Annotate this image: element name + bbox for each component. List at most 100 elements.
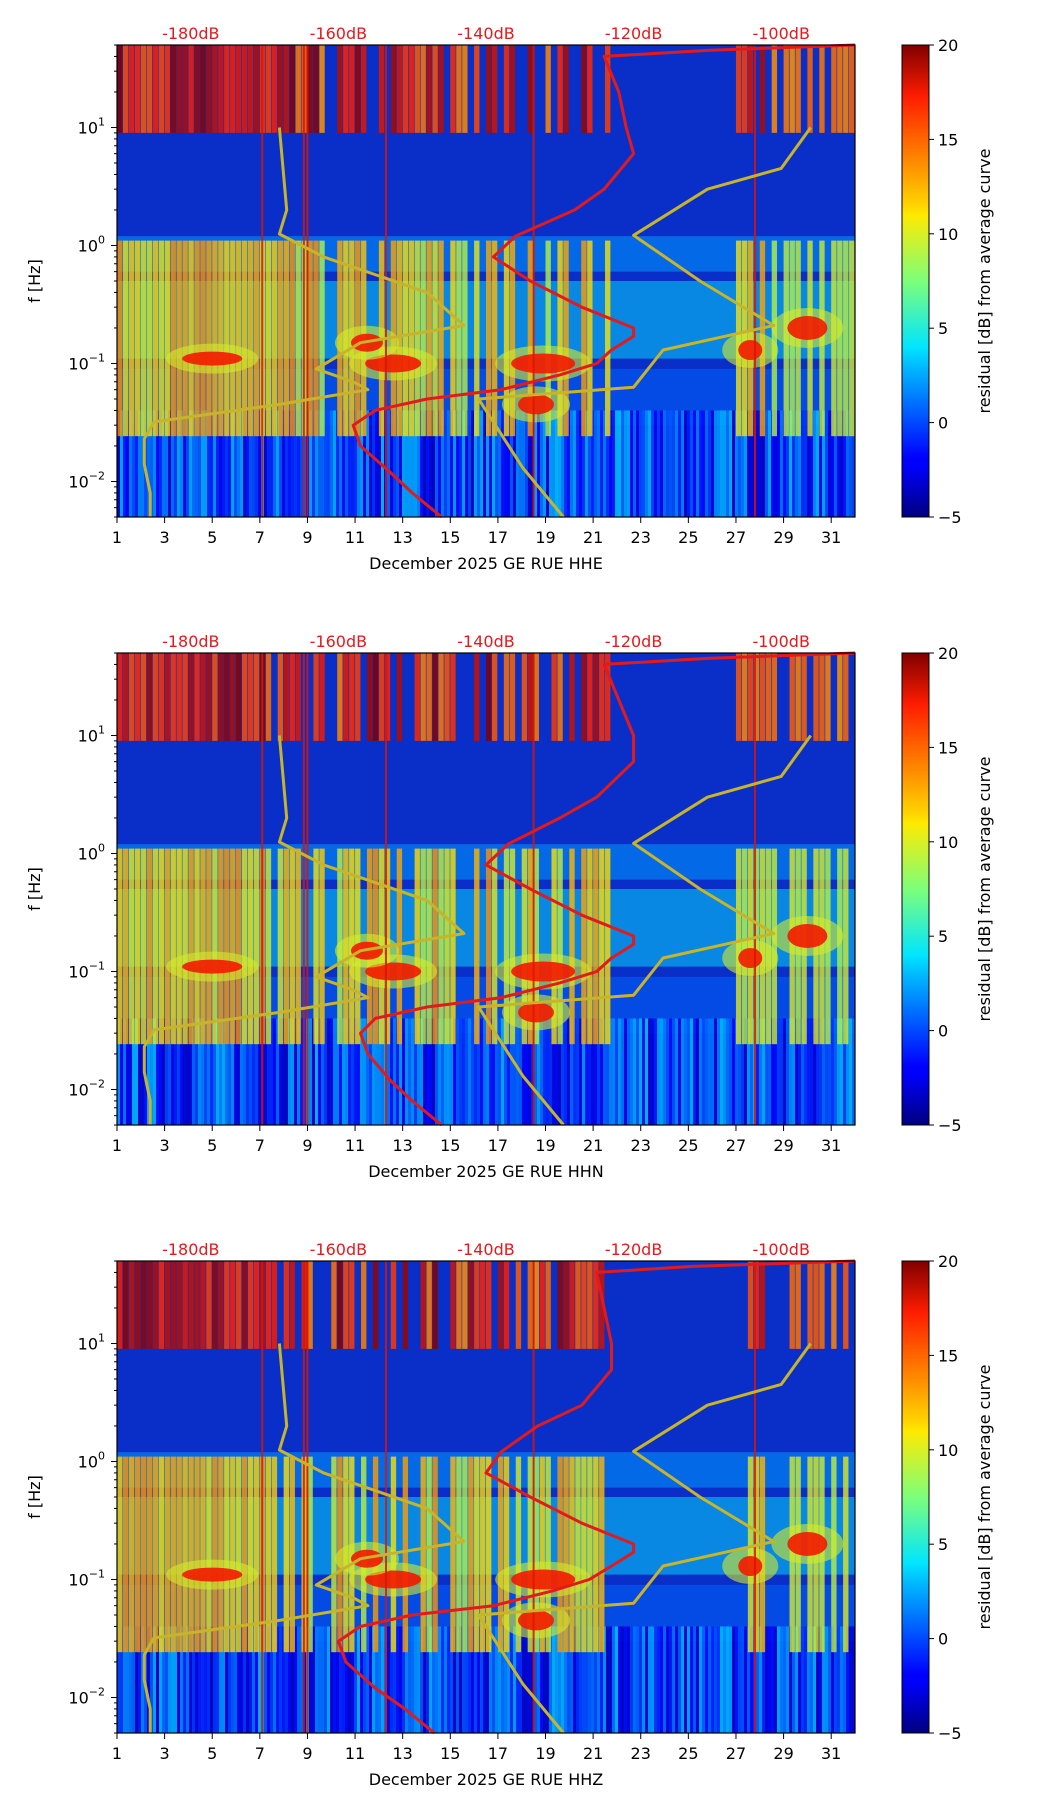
stripe: [774, 410, 777, 517]
noise-column: [527, 240, 534, 437]
stripe: [135, 1018, 138, 1125]
low-frequency-stripes: [117, 410, 855, 517]
colorbar-tick-label: 15: [938, 1346, 958, 1365]
noise-column: [480, 1456, 486, 1653]
x-axis-label: December 2025 GE RUE HHE: [369, 554, 603, 573]
stripe: [720, 1626, 723, 1733]
stripe: [297, 1626, 300, 1733]
power-axis-label: -180dB: [162, 632, 219, 651]
stripe: [168, 1018, 171, 1125]
y-tick-base: 10: [78, 118, 98, 137]
x-tick-label: 31: [821, 1744, 841, 1763]
stripe: [120, 1018, 123, 1125]
stripe: [693, 410, 696, 517]
colorbar-tick-label: 15: [938, 130, 958, 149]
noise-column: [432, 848, 438, 1045]
stripe: [837, 410, 840, 517]
stripe: [582, 410, 585, 517]
stripe: [129, 410, 132, 517]
stripe: [621, 1018, 624, 1125]
stripe: [279, 410, 282, 517]
stripe: [813, 410, 816, 517]
stripe: [354, 410, 357, 517]
stripe: [504, 1018, 507, 1125]
stripe: [150, 1018, 153, 1125]
stripe: [162, 1626, 165, 1733]
noise-column: [599, 848, 605, 1045]
power-axis-label: -180dB: [162, 1240, 219, 1259]
noise-column: [551, 848, 557, 1045]
y-tick-label: 10−2: [68, 1685, 105, 1707]
stripe: [534, 1018, 537, 1125]
event-core: [517, 394, 554, 415]
stripe: [462, 1626, 465, 1733]
stripe: [597, 1626, 600, 1733]
stripe: [291, 410, 294, 517]
event-core: [787, 1531, 828, 1556]
stripe: [684, 1626, 687, 1733]
noise-column-top: [337, 653, 343, 741]
stripe: [249, 410, 252, 517]
stripe: [525, 1018, 528, 1125]
stripe: [279, 1018, 282, 1125]
y-tick-exponent: 1: [98, 723, 105, 736]
stripe: [177, 1626, 180, 1733]
stripe: [399, 1018, 402, 1125]
noise-column-top: [759, 653, 766, 741]
event-core: [365, 962, 422, 981]
stripe: [372, 410, 375, 517]
noise-column: [236, 848, 242, 1045]
stripe: [744, 1018, 747, 1125]
noise-column-top: [456, 45, 462, 133]
stripe: [657, 410, 660, 517]
colorbar-tick-label: 15: [938, 738, 958, 757]
stripe: [327, 1018, 330, 1125]
stripe: [387, 410, 390, 517]
stripe: [834, 1018, 837, 1125]
stripe: [159, 1018, 162, 1125]
stripe: [495, 1626, 498, 1733]
stripe: [555, 1018, 558, 1125]
x-tick-label: 15: [440, 1744, 460, 1763]
noise-column: [224, 848, 230, 1045]
stripe: [597, 1018, 600, 1125]
y-tick-base: 10: [68, 1688, 88, 1707]
stripe: [246, 1018, 249, 1125]
stripe: [624, 1626, 627, 1733]
stripe: [660, 1626, 663, 1733]
x-tick-label: 19: [535, 1744, 555, 1763]
noise-column-top: [414, 45, 420, 133]
noise-column-top: [462, 45, 468, 133]
stripe: [360, 1018, 363, 1125]
stripe: [477, 1018, 480, 1125]
stripe: [201, 410, 204, 517]
stripe: [459, 1626, 462, 1733]
stripe: [192, 1018, 195, 1125]
noise-column-top: [474, 653, 480, 741]
stripe: [525, 410, 528, 517]
stripe: [717, 1018, 720, 1125]
stripe: [714, 1018, 717, 1125]
noise-column: [420, 1456, 426, 1653]
noise-column-top: [283, 653, 290, 741]
stripe: [426, 410, 429, 517]
noise-column-top: [474, 45, 480, 133]
stripe: [537, 1626, 540, 1733]
noise-column: [456, 240, 462, 437]
noise-column: [599, 1456, 605, 1653]
stripe: [438, 1626, 441, 1733]
stripe: [645, 1626, 648, 1733]
stripe: [768, 410, 771, 517]
noise-column-top: [337, 1261, 343, 1349]
stripe: [273, 1626, 276, 1733]
noise-column: [593, 1456, 599, 1653]
stripe: [567, 1018, 570, 1125]
stripe: [408, 1626, 411, 1733]
stripe: [507, 1018, 510, 1125]
stripe: [285, 1018, 288, 1125]
stripe: [375, 1018, 378, 1125]
stripe: [831, 1018, 834, 1125]
stripe: [390, 410, 393, 517]
noise-column-top: [146, 653, 153, 741]
